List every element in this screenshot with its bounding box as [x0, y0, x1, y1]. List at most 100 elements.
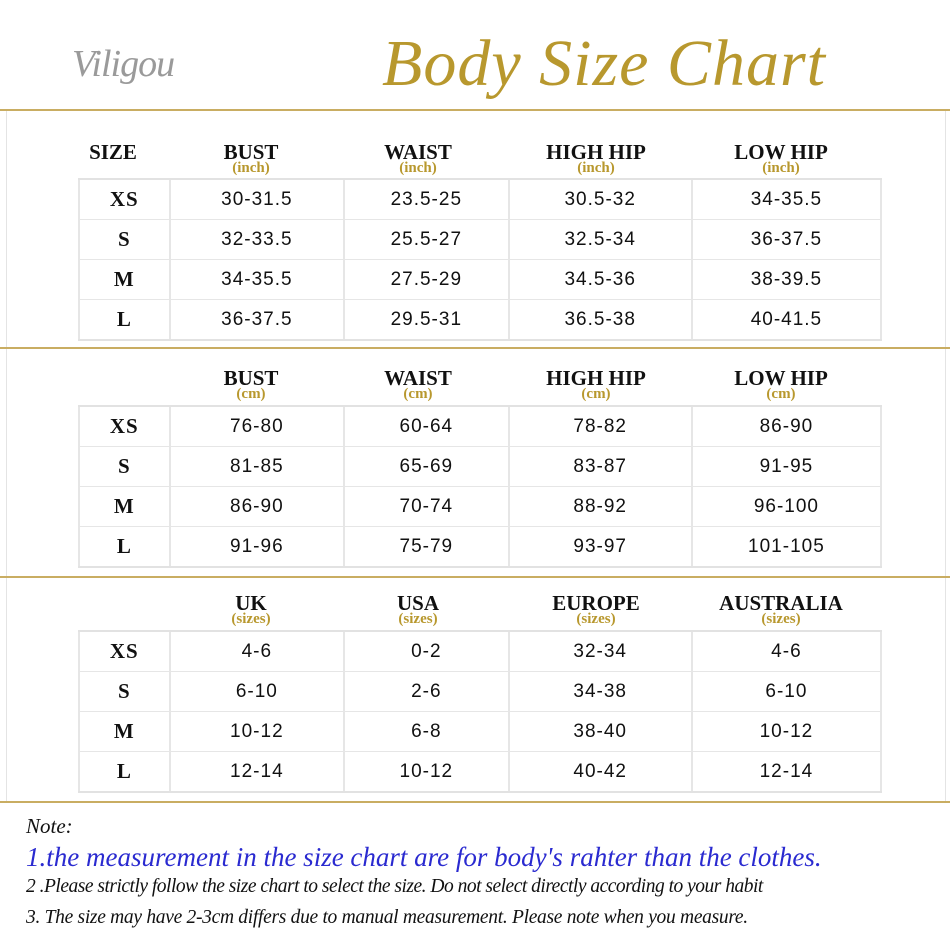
table-row: L 91-96 75-79 93-97 101-105 [78, 527, 882, 566]
column-header: HIGH HIP (inch) [546, 140, 646, 176]
page-title: Body Size Chart [382, 27, 826, 100]
column-label: USA [396, 591, 440, 615]
table-cell: 76-80 [171, 407, 346, 446]
table-cell: 34-35.5 [693, 180, 882, 219]
table-row: M 86-90 70-74 88-92 96-100 [78, 487, 882, 527]
table-cell: 34-35.5 [171, 260, 346, 299]
column-header: LOW HIP (cm) [734, 366, 828, 402]
column-label: UK [235, 591, 267, 615]
table-cell: 25.5-27 [345, 220, 510, 259]
column-header: BUST (inch) [223, 140, 279, 176]
table-cell: 96-100 [693, 487, 882, 526]
table-cell: 34-38 [510, 672, 693, 711]
column-label: BUST [223, 140, 279, 164]
table-cell: 60-64 [345, 407, 510, 446]
table-cell: 29.5-31 [345, 300, 510, 339]
brand-logo: Viligou [72, 43, 175, 85]
column-header: WAIST (cm) [384, 368, 452, 402]
table-cell: 78-82 [510, 407, 693, 446]
column-unit: (inch) [399, 160, 437, 176]
table-row: L 12-14 10-12 40-42 12-14 [78, 752, 882, 791]
section-frame [6, 111, 946, 348]
size-label: XS [78, 632, 171, 671]
column-unit: (inch) [762, 160, 800, 176]
column-label: HIGH HIP [546, 140, 646, 164]
table-cell: 75-79 [345, 527, 510, 566]
section-frame [6, 349, 946, 577]
table-row: S 6-10 2-6 34-38 6-10 [78, 672, 882, 712]
table-grid: XS 4-6 0-2 32-34 4-6 S 6-10 2-6 34-38 6-10 M 10-12 6… [78, 630, 882, 793]
table-cell: 2-6 [345, 672, 510, 711]
note-heading: Note: [26, 814, 73, 838]
note-line-2: 2 .Please strictly follow the size chart… [26, 876, 763, 897]
column-unit: (sizes) [398, 611, 438, 627]
size-label: S [78, 220, 171, 259]
table-row: M 34-35.5 27.5-29 34.5-36 38-39.5 [78, 260, 882, 300]
table-cell: 0-2 [345, 632, 510, 671]
table-cell: 30-31.5 [171, 180, 346, 219]
table-cell: 40-42 [510, 752, 693, 791]
table-grid: XS 30-31.5 23.5-25 30.5-32 34-35.5 S 32-33.5 25… [78, 178, 882, 341]
divider [0, 109, 950, 111]
table-cell: 91-96 [171, 527, 346, 566]
table-row: XS 30-31.5 23.5-25 30.5-32 34-35.5 [78, 180, 882, 220]
table-cell: 34.5-36 [510, 260, 693, 299]
column-label: LOW HIP [734, 366, 828, 390]
size-label: XS [78, 407, 171, 446]
column-header: AUSTRALIA (sizes) [719, 591, 843, 627]
table-cell: 23.5-25 [345, 180, 510, 219]
size-label: M [78, 260, 171, 299]
table-cell: 36-37.5 [693, 220, 882, 259]
divider [0, 347, 950, 349]
divider [0, 801, 950, 803]
column-label: WAIST [384, 140, 452, 164]
table-cell: 86-90 [171, 487, 346, 526]
column-unit: (sizes) [231, 611, 271, 627]
note-line-1: 1.the measurement in the size chart are … [26, 842, 822, 872]
table-cell: 38-40 [510, 712, 693, 751]
table-cell: 83-87 [510, 447, 693, 486]
divider [0, 576, 950, 578]
table-cell: 12-14 [171, 752, 346, 791]
column-unit: (cm) [581, 386, 611, 402]
table-cell: 88-92 [510, 487, 693, 526]
table-cell: 86-90 [693, 407, 882, 446]
table-cell: 101-105 [693, 527, 882, 566]
column-label: EUROPE [552, 591, 640, 615]
note-line-3: 3. The size may have 2-3cm differs due t… [26, 907, 748, 928]
table-cell: 6-10 [693, 672, 882, 711]
table-cell: 4-6 [171, 632, 346, 671]
table-cell: 10-12 [171, 712, 346, 751]
column-label: AUSTRALIA [719, 591, 843, 615]
column-label: LOW HIP [734, 140, 828, 164]
table-cell: 30.5-32 [510, 180, 693, 219]
table-row: M 10-12 6-8 38-40 10-12 [78, 712, 882, 752]
column-unit: (cm) [403, 386, 433, 402]
size-label: S [78, 672, 171, 711]
column-header: UK (sizes) [231, 591, 271, 627]
table-row: XS 76-80 60-64 78-82 86-90 [78, 407, 882, 447]
table-cell: 6-8 [345, 712, 510, 751]
table-cell: 32.5-34 [510, 220, 693, 259]
column-unit: (inch) [577, 160, 615, 176]
table-grid: XS 76-80 60-64 78-82 86-90 S 81-85 65-69 83-87 91… [78, 405, 882, 568]
table-row: S 81-85 65-69 83-87 91-95 [78, 447, 882, 487]
column-unit: (sizes) [761, 611, 801, 627]
size-label: L [78, 527, 171, 566]
table-cell: 32-34 [510, 632, 693, 671]
column-header: BUST (cm) [224, 368, 279, 402]
size-header: SIZE [89, 140, 137, 164]
table-cell: 36.5-38 [510, 300, 693, 339]
table-row: S 32-33.5 25.5-27 32.5-34 36-37.5 [78, 220, 882, 260]
column-unit: (cm) [236, 386, 266, 402]
table-cell: 40-41.5 [693, 300, 882, 339]
table-cell: 10-12 [345, 752, 510, 791]
table-cell: 93-97 [510, 527, 693, 566]
column-label: HIGH HIP [546, 366, 646, 390]
table-cell: 38-39.5 [693, 260, 882, 299]
size-label: M [78, 487, 171, 526]
table-row: XS 4-6 0-2 32-34 4-6 [78, 632, 882, 672]
column-unit: (cm) [766, 386, 796, 402]
column-header: WAIST (inch) [384, 140, 452, 176]
table-row: L 36-37.5 29.5-31 36.5-38 40-41.5 [78, 300, 882, 339]
